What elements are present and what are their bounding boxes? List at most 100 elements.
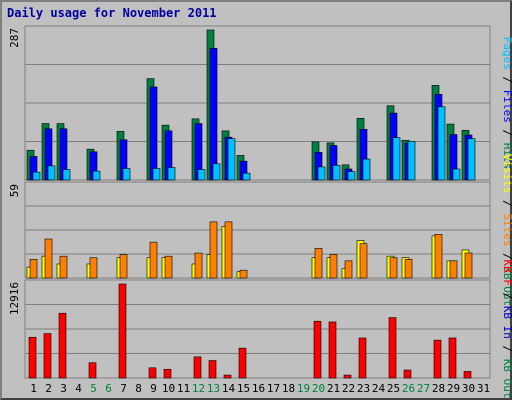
middle-bar-sites [359,243,368,279]
middle-bar-sites [209,221,218,279]
top-bar-pages [122,168,131,181]
top-bar-files [149,86,158,181]
middle-bar-sites [329,254,338,279]
middle-bar-sites [44,238,53,279]
top-bar-pages [392,137,401,181]
top-legend-item: Pages [501,37,512,70]
x-tick-label: 19 [297,382,310,395]
middle-legend-item: KB Out [501,266,512,306]
top-bar-pages [152,168,161,181]
top-bar-pages [467,138,476,181]
x-tick-label: 16 [252,382,265,395]
x-tick-label: 17 [267,382,280,395]
top-legend-item: Hits [501,143,512,170]
top-bar-pages [32,171,41,181]
x-tick-label: 29 [447,382,460,395]
top-bar-pages [452,168,461,181]
bottom-side-legend: KB F / KB In / KB Out [501,259,512,398]
middle-bar-sites [389,257,398,279]
bottom-bar-kb-f [448,337,457,379]
x-tick-label: 15 [237,382,250,395]
bottom-bar-kb-f [88,362,97,379]
middle-legend-item: Sites [501,213,512,246]
x-tick-label: 13 [207,382,220,395]
top-bar-pages [362,158,371,181]
middle-bar-sites [314,248,323,279]
bottom-legend-item: / [501,286,512,306]
x-tick-label: 2 [45,382,52,395]
x-tick-label: 24 [372,382,386,395]
top-bar-pages [197,169,206,181]
top-bar-pages [347,171,356,181]
x-tick-label: 3 [60,382,67,395]
x-tick-label: 9 [150,382,157,395]
top-bar-pages [167,167,176,181]
x-tick-label: 7 [120,382,127,395]
x-tick-label: 6 [105,382,112,395]
top-side-legend: Pages / Files / Hits [501,37,512,170]
bottom-legend-item: KB F [501,259,512,286]
top-bar-files [209,47,218,181]
x-tick-label: 30 [462,382,475,395]
bottom-bar-kb-f [163,368,172,379]
top-bar-pages [437,106,446,181]
bottom-bar-kb-f [58,312,67,379]
top-max-label: 287 [8,28,21,48]
x-tick-label: 14 [222,382,236,395]
bottom-bar-kb-f [343,374,352,379]
x-tick-label: 1 [30,382,37,395]
bottom-bar-kb-f [433,339,442,379]
middle-max-label: 59 [8,184,21,197]
bottom-bar-kb-f [313,320,322,379]
bottom-bar-kb-f [388,317,397,379]
middle-bar-sites [59,255,68,279]
bottom-bar-kb-f [28,336,37,379]
middle-bar-sites [434,234,443,279]
bottom-bar-kb-f [463,371,472,379]
top-bar-pages [317,166,326,181]
middle-bar-sites [89,257,98,279]
top-bar-pages [47,165,56,181]
bottom-bar-kb-f [328,321,337,379]
x-tick-label: 28 [432,382,445,395]
x-tick-label: 21 [327,382,340,395]
middle-bar-sites [149,241,158,279]
x-tick-label: 31 [477,382,490,395]
top-bar-pages [242,172,251,181]
middle-bar-sites [119,254,128,279]
middle-legend-item: / [501,247,512,267]
middle-side-legend: Visits / Sites / KB Out [501,154,512,306]
top-bar-pages [92,170,101,181]
bottom-bar-kb-f [43,333,52,379]
bottom-bar-kb-f [148,367,157,379]
top-legend-item: Files [501,90,512,123]
bottom-bar-kb-f [358,337,367,379]
x-tick-label: 11 [177,382,190,395]
middle-bar-sites [224,221,233,279]
x-tick-label: 8 [135,382,142,395]
top-legend-item: / [501,123,512,143]
x-tick-label: 20 [312,382,325,395]
middle-bar-sites [404,258,413,279]
x-tick-label: 10 [162,382,175,395]
middle-bar-sites [194,252,203,279]
bottom-bar-kb-f [208,360,217,379]
x-tick-label: 25 [387,382,400,395]
bottom-legend-item: / [501,339,512,359]
bottom-legend-item: KB Out [501,359,512,399]
x-tick-label: 18 [282,382,295,395]
bottom-bar-kb-f [403,369,412,379]
top-bar-pages [332,165,341,181]
middle-bar-sites [29,258,38,279]
bottom-bar-kb-f [238,347,247,379]
bottom-bar-kb-f [118,283,127,379]
top-bar-pages [407,141,416,181]
x-tick-label: 12 [192,382,205,395]
bottom-max-label: 12916 [8,282,21,315]
x-tick-label: 26 [402,382,415,395]
top-bar-pages [62,169,71,181]
middle-legend-item: Visits [501,154,512,194]
x-tick-label: 4 [75,382,82,395]
middle-legend-item: / [501,194,512,214]
